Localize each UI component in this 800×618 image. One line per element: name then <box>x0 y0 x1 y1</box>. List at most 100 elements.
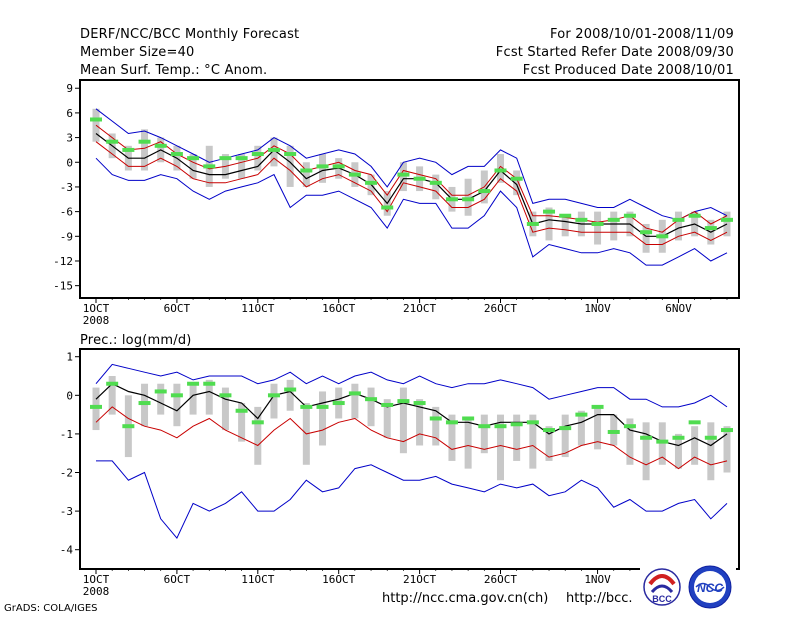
observation-marker <box>348 172 361 177</box>
x-tick-label: 1NOV <box>584 573 611 586</box>
observation-marker <box>623 424 636 429</box>
forecast-produced-date: Fcst Produced Date 2008/10/01 <box>522 63 734 78</box>
observation-marker <box>591 221 604 226</box>
observation-marker <box>251 420 264 425</box>
observation-marker <box>170 152 183 157</box>
spread-box <box>529 414 537 469</box>
spread-box <box>319 154 327 183</box>
observation-marker <box>623 213 636 218</box>
spread-box <box>448 414 456 461</box>
observation-marker <box>348 391 361 396</box>
observation-marker <box>122 424 135 429</box>
observation-marker <box>138 139 151 144</box>
observation-marker <box>607 429 620 434</box>
plot-frame <box>79 348 740 570</box>
observation-marker <box>122 147 135 152</box>
x-tick-label: 6NOV <box>665 302 692 315</box>
observation-marker <box>365 180 378 185</box>
series-line-lower <box>95 406 728 470</box>
ncc-link[interactable]: http://ncc.cma.gov.cn(ch) <box>382 591 549 606</box>
plot-frame <box>79 79 740 299</box>
observation-marker <box>688 420 701 425</box>
spread-box <box>642 223 650 253</box>
figure-title: DERF/NCC/BCC Monthly Forecast <box>80 27 300 42</box>
observation-marker <box>300 168 313 173</box>
observation-marker <box>575 217 588 222</box>
x-tick-sublabel: 2008 <box>83 314 110 327</box>
bcc-logo-icon: BCC <box>643 568 681 606</box>
series-line-max <box>95 108 728 221</box>
y-tick-label: -4 <box>60 544 74 557</box>
spread-box <box>545 426 553 461</box>
y-tick-label: 6 <box>66 107 73 120</box>
y-tick-label: -1 <box>60 428 73 441</box>
x-tick-label: 1OCT <box>83 302 110 315</box>
observation-marker <box>478 424 491 429</box>
observation-marker <box>170 393 183 398</box>
observation-marker <box>138 401 151 406</box>
observation-marker <box>397 399 410 404</box>
spread-box <box>238 154 246 179</box>
spread-box <box>221 387 229 431</box>
spread-box <box>189 154 197 179</box>
x-tick-label: 16OCT <box>322 302 355 315</box>
x-tick-label: 21OCT <box>403 302 436 315</box>
observation-marker <box>203 164 216 169</box>
spread-box <box>270 137 278 167</box>
spread-box <box>432 174 440 200</box>
member-size-label: Member Size=40 <box>80 45 195 60</box>
spread-box <box>691 426 699 465</box>
observation-marker <box>203 381 216 386</box>
observation-marker <box>543 209 556 214</box>
observation-marker <box>316 164 329 169</box>
ncc-logo-icon: NCC <box>688 565 732 609</box>
y-tick-label: 0 <box>66 389 73 402</box>
series-line-upper <box>95 124 728 233</box>
spread-box <box>399 162 407 192</box>
spread-box <box>513 414 521 461</box>
y-tick-label: -3 <box>60 181 73 194</box>
spread-box <box>545 207 553 241</box>
observation-marker <box>106 381 119 386</box>
observation-marker <box>607 217 620 222</box>
spread-box <box>626 418 634 465</box>
x-tick-label: 26OCT <box>484 302 517 315</box>
y-tick-label: -9 <box>60 230 73 243</box>
temperature-panel-title: Mean Surf. Temp.: °C Anom. <box>80 63 268 78</box>
spread-box <box>594 406 602 450</box>
observation-marker <box>381 205 394 210</box>
observation-marker <box>316 404 329 409</box>
observation-marker <box>284 152 297 157</box>
series-line-max <box>95 363 728 408</box>
y-tick-label: 9 <box>66 82 73 95</box>
spread-box <box>561 215 569 237</box>
observation-marker <box>462 416 475 421</box>
observation-marker <box>704 226 717 231</box>
spread-box <box>674 433 682 469</box>
observation-marker <box>397 172 410 177</box>
spread-box <box>723 211 731 237</box>
spread-box <box>464 418 472 469</box>
series-line-lower <box>95 141 728 245</box>
observation-marker <box>267 147 280 152</box>
forecast-period: For 2008/10/01-2008/11/09 <box>550 27 734 42</box>
observation-marker <box>90 404 102 409</box>
observation-marker <box>656 234 669 239</box>
observation-marker <box>332 164 345 169</box>
observation-marker <box>575 412 588 417</box>
observation-marker <box>559 213 572 218</box>
spread-box <box>416 399 424 446</box>
x-tick-label: 21OCT <box>403 573 436 586</box>
bcc-link[interactable]: http://bcc. <box>566 591 633 606</box>
spread-box <box>513 170 521 196</box>
spread-box <box>432 406 440 446</box>
observation-marker <box>219 156 232 161</box>
y-tick-label: -6 <box>60 206 73 219</box>
observation-marker <box>187 381 200 386</box>
spread-box <box>707 422 715 481</box>
spread-box <box>610 211 618 241</box>
grads-credit: GrADS: COLA/IGES <box>4 603 98 614</box>
spread-box <box>399 387 407 454</box>
